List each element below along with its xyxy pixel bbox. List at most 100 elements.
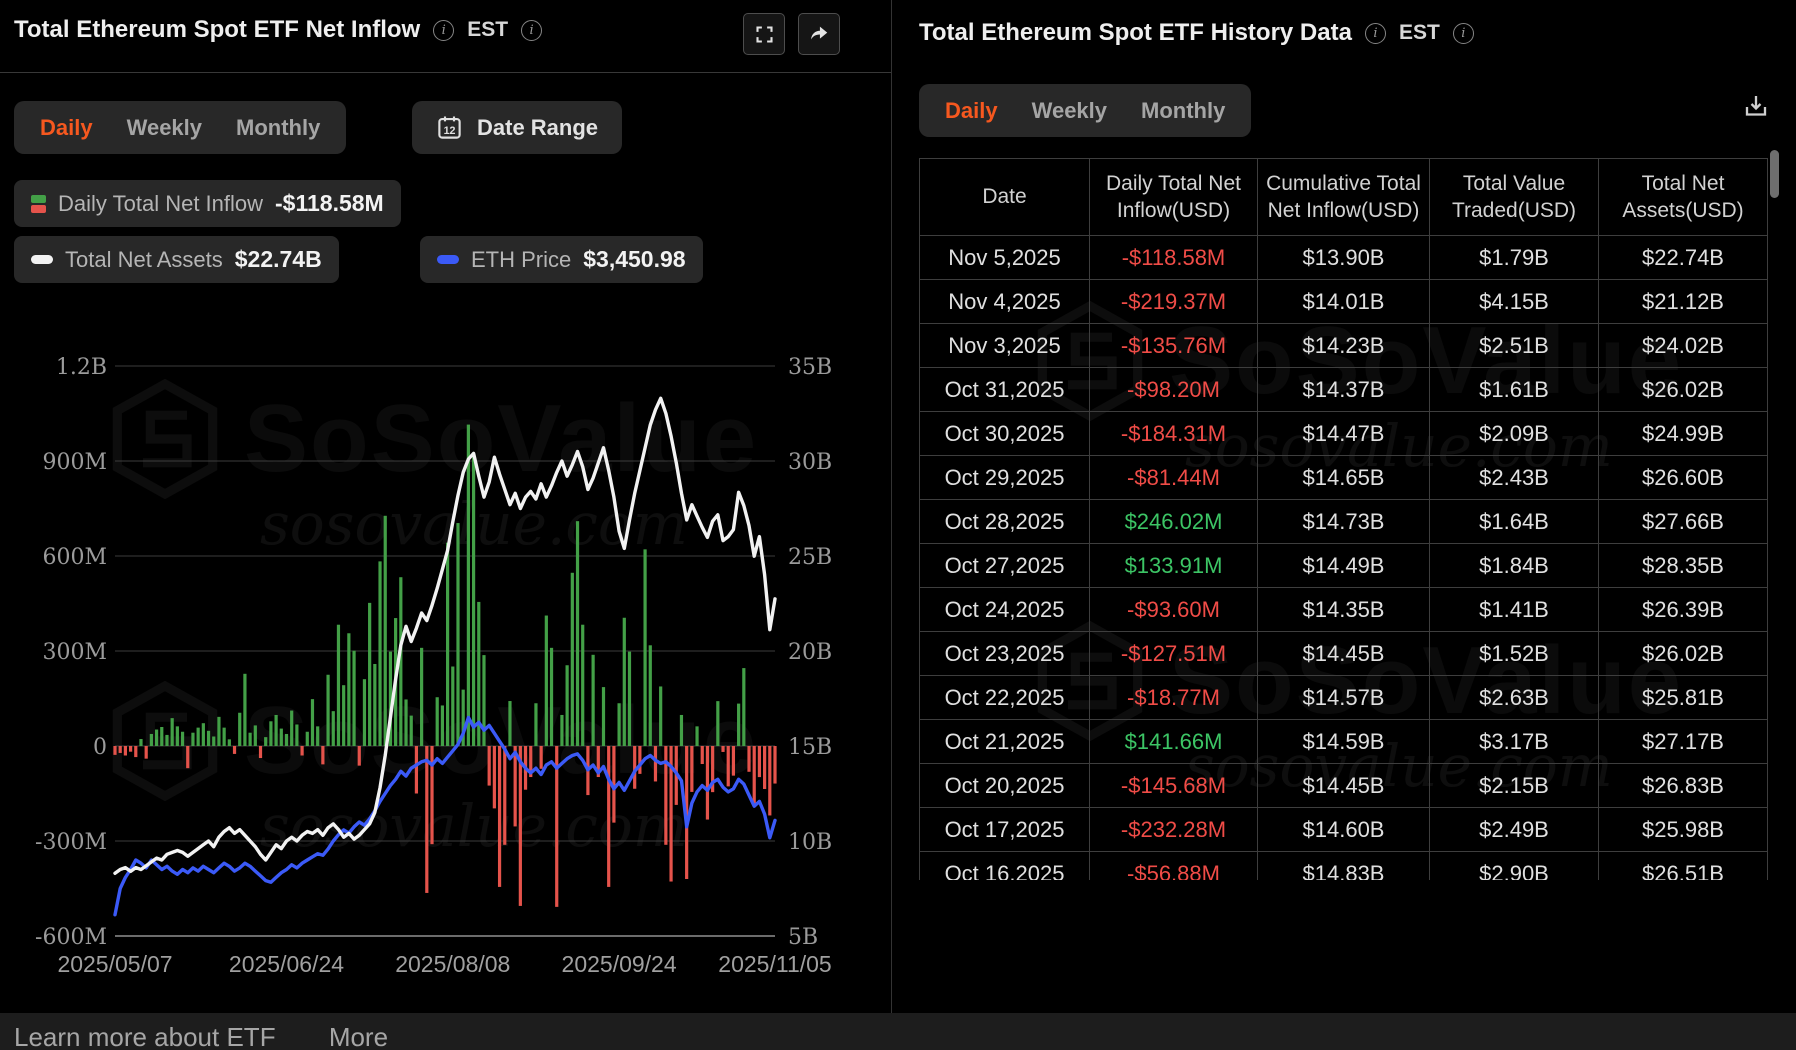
inflow-bar: [430, 746, 434, 845]
inflow-bar: [763, 746, 767, 789]
inflow-bar: [425, 746, 429, 893]
inflow-bar: [529, 746, 533, 778]
inflow-bar: [555, 746, 559, 907]
tab-monthly[interactable]: Monthly: [236, 114, 321, 140]
legend-total-net-assets[interactable]: Total Net Assets $22.74B: [14, 236, 339, 283]
inflow-bar: [269, 721, 273, 746]
fullscreen-button[interactable]: [743, 13, 785, 55]
inflow-bar: [711, 746, 715, 793]
cell-traded: $2.15B: [1429, 763, 1599, 808]
inflow-bar: [627, 651, 632, 746]
inflow-bar: [497, 746, 502, 887]
y-axis-label-right: 15B: [788, 735, 832, 760]
right-period-tabs: Daily Weekly Monthly: [919, 84, 1252, 137]
cell-assets: $24.02B: [1598, 323, 1768, 368]
inflow-bar: [201, 723, 205, 746]
cell-daily-inflow: -$98.20M: [1089, 367, 1258, 412]
table-scrollbar-thumb[interactable]: [1770, 150, 1779, 198]
table-row: Oct 16,2025 -$56.88M $14.83B $2.90B $26.51B: [919, 851, 1768, 880]
share-button[interactable]: [798, 13, 840, 55]
inflow-bar: [471, 457, 476, 746]
inflow-bar: [695, 726, 699, 746]
inflow-bar: [482, 655, 486, 746]
table-row: Oct 22,2025 -$18.77M $14.57B $2.63B $25.81B: [919, 675, 1768, 720]
inflow-bar: [752, 746, 756, 805]
legend-eth-price[interactable]: ETH Price $3,450.98: [420, 236, 703, 283]
cell-assets: $26.83B: [1598, 763, 1768, 808]
tab-daily[interactable]: Daily: [945, 97, 998, 123]
cell-traded: $1.84B: [1429, 543, 1599, 588]
share-icon: [810, 26, 828, 40]
learn-more-link[interactable]: Learn more about ETF: [14, 1022, 276, 1050]
inflow-bar: [284, 733, 289, 746]
cell-assets: $24.99B: [1598, 411, 1768, 456]
inflow-bar: [773, 746, 777, 784]
cell-date: Oct 17,2025: [919, 807, 1090, 852]
inflow-bar: [388, 651, 393, 746]
cell-date: Oct 30,2025: [919, 411, 1090, 456]
info-icon[interactable]: i: [1452, 22, 1474, 44]
legend-label: ETH Price: [471, 246, 572, 272]
inflow-bar: [336, 624, 341, 746]
inflow-bar: [290, 710, 294, 746]
download-button[interactable]: [1734, 86, 1778, 130]
info-icon[interactable]: i: [1364, 22, 1386, 44]
cell-date: Oct 16,2025: [919, 851, 1090, 880]
tab-weekly[interactable]: Weekly: [1031, 97, 1108, 123]
bars-series: [113, 424, 777, 907]
date-range-button[interactable]: 12 Date Range: [412, 101, 623, 154]
inflow-bar: [601, 687, 606, 746]
info-icon[interactable]: i: [433, 19, 455, 41]
info-icon[interactable]: i: [521, 19, 543, 41]
inflow-bar: [222, 727, 226, 746]
table-row: Oct 27,2025 $133.91M $14.49B $1.84B $28.35B: [919, 543, 1768, 588]
legend-value: $22.74B: [234, 246, 322, 272]
inflow-bar: [492, 746, 496, 809]
cell-cumulative: $14.73B: [1257, 499, 1430, 544]
inflow-bar: [591, 654, 595, 746]
cell-daily-inflow: -$18.77M: [1089, 675, 1258, 720]
cell-traded: $1.41B: [1429, 587, 1599, 632]
cell-traded: $2.43B: [1429, 455, 1599, 500]
inflow-bar: [445, 542, 450, 746]
inflow-bar: [653, 746, 658, 782]
tab-monthly[interactable]: Monthly: [1141, 97, 1226, 123]
cell-cumulative: $14.60B: [1257, 807, 1430, 852]
cell-cumulative: $14.83B: [1257, 851, 1430, 880]
tab-weekly[interactable]: Weekly: [126, 114, 203, 140]
legend-label: Total Net Assets: [65, 246, 223, 272]
cell-daily-inflow: -$184.31M: [1089, 411, 1258, 456]
y-axis-label-left: -300M: [35, 830, 107, 855]
inflow-bar: [435, 697, 439, 746]
inflow-bar: [232, 746, 237, 754]
inflow-bar: [196, 727, 200, 746]
y-axis-label-left: 900M: [42, 450, 107, 475]
x-axis-label: 2025/06/24: [229, 951, 344, 977]
inflow-bar: [331, 711, 335, 746]
col-net-assets: Total Net Assets(USD): [1598, 158, 1768, 236]
col-daily-inflow: Daily Total Net Inflow(USD): [1089, 158, 1258, 236]
inflow-bar: [737, 703, 741, 746]
tab-daily[interactable]: Daily: [40, 114, 93, 140]
inflow-bar: [191, 732, 195, 746]
inflow-bar: [295, 724, 299, 746]
more-link[interactable]: More: [328, 1022, 389, 1050]
inflow-bar: [622, 617, 626, 746]
inflow-bar: [238, 712, 242, 746]
cell-daily-inflow: $246.02M: [1089, 499, 1258, 544]
table-row: Oct 29,2025 -$81.44M $14.65B $2.43B $26.60B: [919, 455, 1768, 500]
inflow-bar: [362, 679, 367, 746]
cell-cumulative: $14.45B: [1257, 631, 1430, 676]
cell-cumulative: $14.45B: [1257, 763, 1430, 808]
legend-label: Daily Total Net Inflow: [58, 190, 264, 216]
inflow-bar: [165, 734, 169, 746]
legend-daily-net-inflow[interactable]: Daily Total Net Inflow -$118.58M: [14, 180, 401, 227]
inflow-bar: [461, 689, 465, 746]
inflow-bar: [175, 726, 179, 746]
inflow-bar: [316, 726, 320, 746]
cell-cumulative: $14.01B: [1257, 279, 1430, 324]
cell-assets: $26.60B: [1598, 455, 1768, 500]
table-row: Oct 28,2025 $246.02M $14.73B $1.64B $27.66B: [919, 499, 1768, 544]
cell-traded: $1.64B: [1429, 499, 1599, 544]
cell-assets: $22.74B: [1598, 235, 1768, 280]
